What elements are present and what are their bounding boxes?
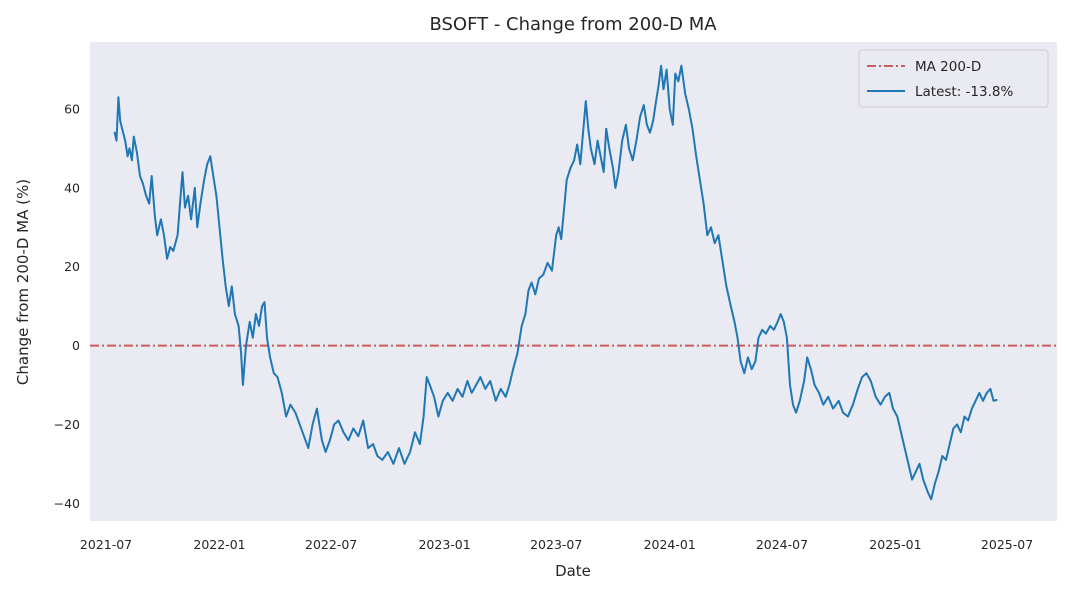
plot-background bbox=[90, 42, 1057, 521]
x-tick-label: 2025-01 bbox=[869, 537, 921, 552]
legend-box bbox=[858, 49, 1049, 108]
y-tick-label: 0 bbox=[72, 338, 80, 353]
legend: MA 200-D Latest: -13.8% bbox=[858, 49, 1049, 108]
y-axis-label: Change from 200-D MA (%) bbox=[14, 179, 32, 385]
x-tick-label: 2022-07 bbox=[305, 537, 357, 552]
y-tick-label: 60 bbox=[64, 102, 80, 117]
x-axis-label: Date bbox=[555, 562, 591, 580]
legend-ma-label: MA 200-D bbox=[915, 59, 981, 75]
y-tick-label: −20 bbox=[54, 417, 80, 432]
legend-series-label: Latest: -13.8% bbox=[915, 84, 1013, 100]
x-tick-label: 2023-01 bbox=[418, 537, 470, 552]
chart-title: BSOFT - Change from 200-D MA bbox=[429, 14, 717, 35]
x-tick-label: 2022-01 bbox=[193, 537, 245, 552]
y-tick-label: 20 bbox=[64, 259, 80, 274]
y-tick-label: 40 bbox=[64, 180, 80, 195]
x-tick-label: 2025-07 bbox=[981, 537, 1033, 552]
y-tick-label: −40 bbox=[54, 496, 80, 511]
x-tick-label: 2023-07 bbox=[530, 537, 582, 552]
x-tick-label: 2021-07 bbox=[80, 537, 132, 552]
x-tick-label: 2024-07 bbox=[756, 537, 808, 552]
series-line-0 bbox=[113, 64, 998, 501]
x-tick-label: 2024-01 bbox=[644, 537, 696, 552]
